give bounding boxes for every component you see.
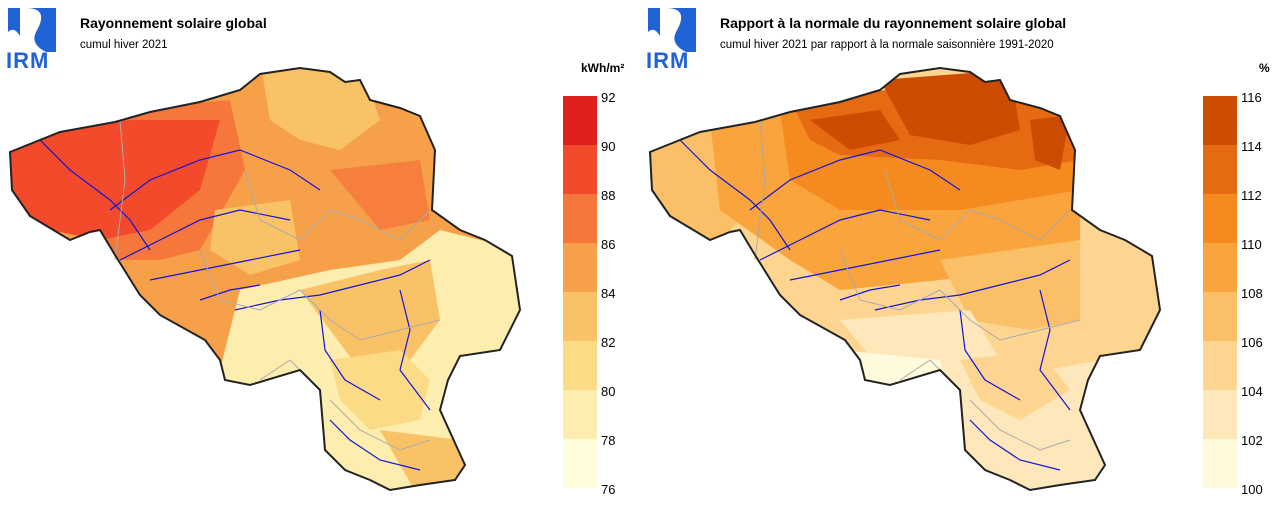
rivers <box>39 139 431 471</box>
legend-label: 78 <box>601 433 616 448</box>
legend-swatch <box>1203 243 1237 292</box>
irm-logo-icon <box>648 8 696 52</box>
legend-label: 84 <box>601 286 616 301</box>
legend-swatch <box>563 194 597 243</box>
legend-label: 112 <box>1241 188 1262 203</box>
irm-logo-icon <box>8 8 56 52</box>
legend-label: 82 <box>601 335 616 350</box>
legend-unit: % <box>1259 61 1270 75</box>
legend-label: 90 <box>601 139 616 154</box>
legend-swatch <box>563 292 597 341</box>
map-subtitle: cumul hiver 2021 par rapport à la normal… <box>720 39 1054 51</box>
rivers <box>679 139 1071 471</box>
irm-logo-text: IRM <box>6 48 50 73</box>
legend-swatch <box>1203 145 1237 194</box>
legend-label: 102 <box>1241 433 1263 448</box>
legend-swatch <box>563 145 597 194</box>
legend-label: 100 <box>1241 482 1263 497</box>
province-borders <box>754 119 1081 451</box>
belgium-map <box>649 67 1161 491</box>
legend-swatch <box>1203 96 1237 145</box>
legend-swatch <box>563 341 597 390</box>
legend-label: 110 <box>1241 237 1262 252</box>
map-title: Rayonnement solaire global <box>80 15 267 31</box>
legend-label: 114 <box>1241 139 1262 154</box>
legend-label: 106 <box>1241 335 1263 350</box>
map-subtitle: cumul hiver 2021 <box>80 39 168 51</box>
map-panel-ratio-to-normal: IRM Rapport à la normale du rayonnement … <box>640 0 1280 507</box>
legend-label: 88 <box>601 188 616 203</box>
map-title: Rapport à la normale du rayonnement sola… <box>720 15 1067 31</box>
legend-label: 92 <box>601 90 616 105</box>
legend-swatch <box>563 96 597 145</box>
legend-label: 86 <box>601 237 616 252</box>
legend-swatch <box>1203 390 1237 439</box>
legend-label: 104 <box>1241 384 1263 399</box>
legend-swatch <box>1203 341 1237 390</box>
legend-unit: kWh/m² <box>581 61 625 75</box>
legend-swatch <box>1203 439 1237 488</box>
belgium-map <box>9 67 521 491</box>
legend-swatch <box>563 439 597 488</box>
map-panel-solar-radiation: IRM Rayonnement solaire global cumul hiv… <box>6 8 625 497</box>
irm-logo-text: IRM <box>646 48 690 73</box>
legend-label: 76 <box>601 482 616 497</box>
legend-swatch <box>1203 194 1237 243</box>
legend-swatch <box>563 390 597 439</box>
legend-swatch <box>1203 292 1237 341</box>
legend-label: 108 <box>1241 286 1263 301</box>
legend-swatch <box>563 243 597 292</box>
legend-label: 80 <box>601 384 616 399</box>
legend-label: 116 <box>1241 90 1262 105</box>
